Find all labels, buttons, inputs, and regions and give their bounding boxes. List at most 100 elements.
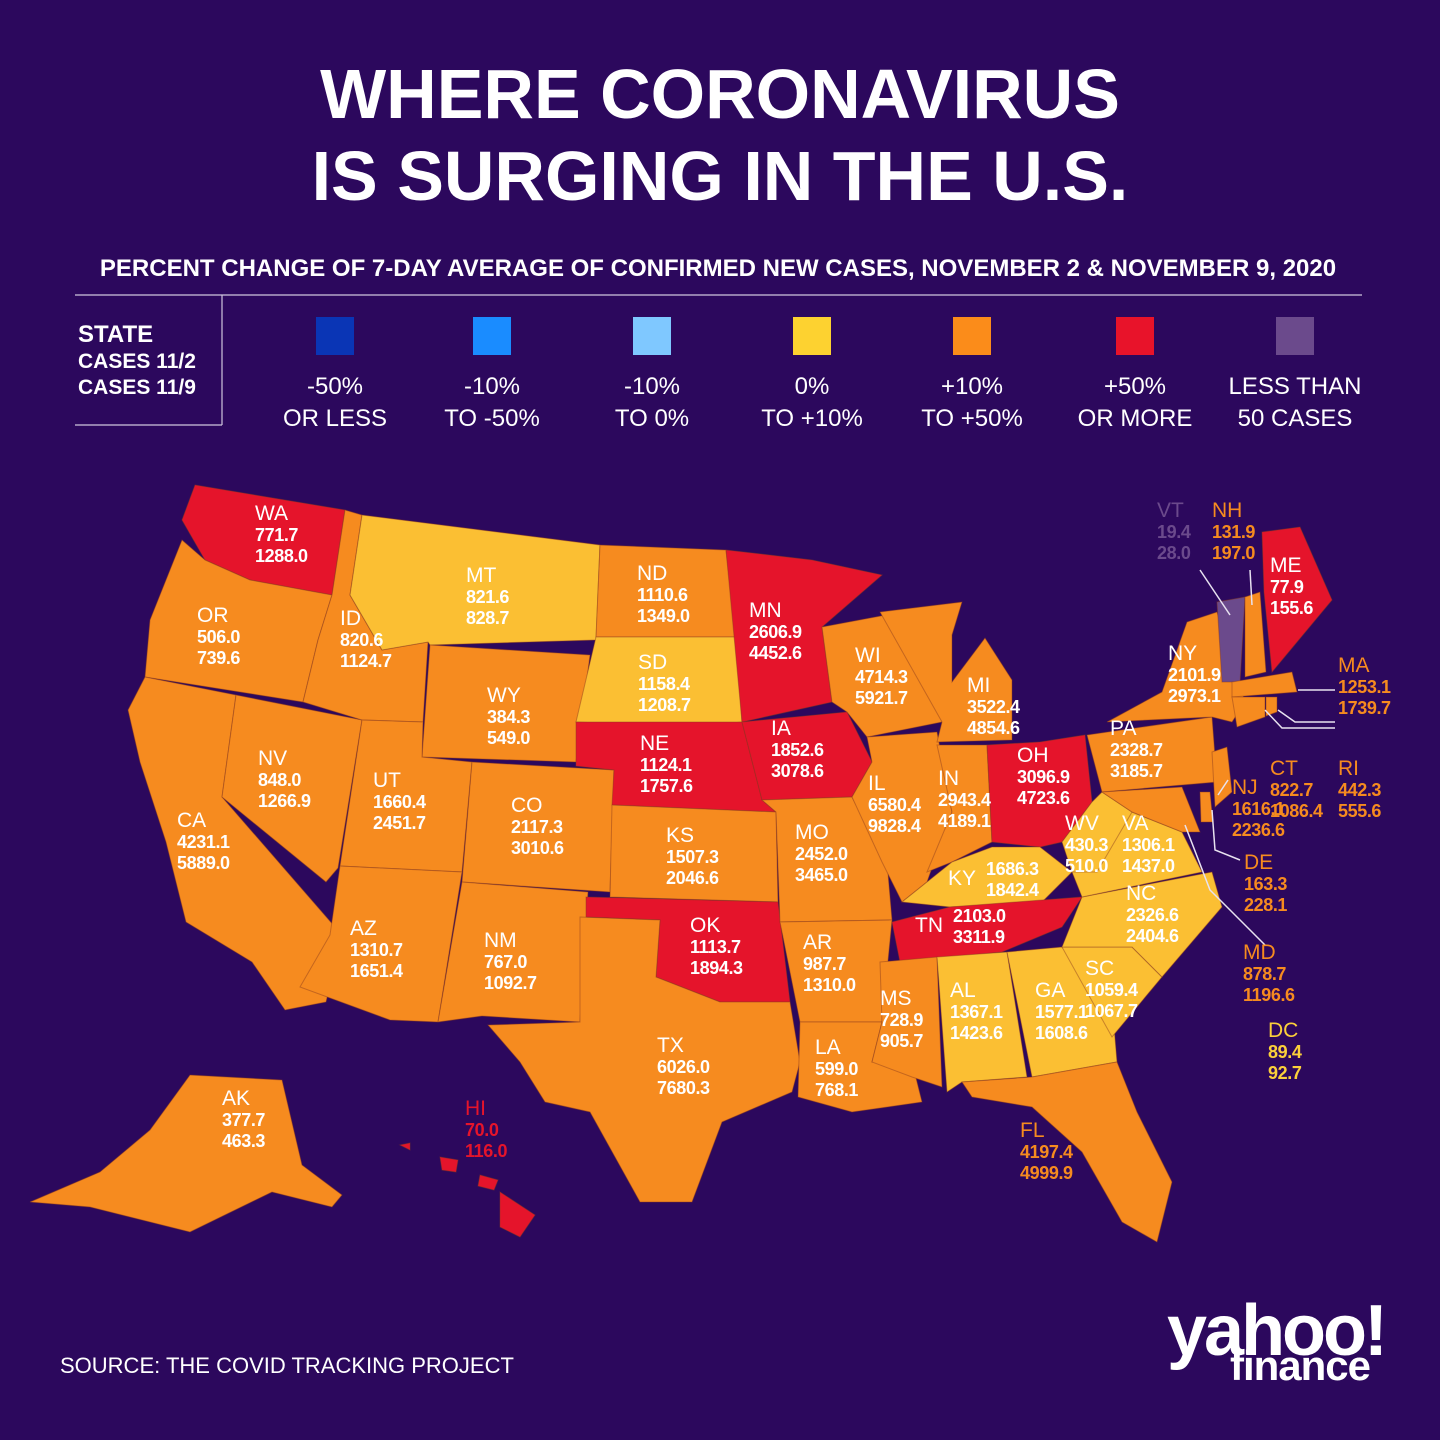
legend-label: -50% [307, 373, 363, 400]
state-abbr: MS [880, 987, 912, 1010]
cases-nov-2: 1158.4 [638, 674, 690, 694]
cases-nov-2: 2943.4 [938, 790, 991, 810]
state-abbr: KY [948, 867, 976, 890]
legend-key: CASES 11/2 [78, 350, 196, 373]
cases-nov-9: 155.6 [1270, 598, 1313, 618]
cases-nov-9: 1067.7 [1085, 1001, 1138, 1021]
state-abbr: NC [1126, 882, 1156, 905]
state-abbr: KS [666, 824, 694, 847]
leader-line [1249, 569, 1253, 606]
cases-nov-9: 555.6 [1338, 801, 1381, 821]
cases-nov-9: 3185.7 [1110, 761, 1163, 781]
cases-nov-2: 4231.1 [177, 832, 230, 852]
cases-nov-9: 228.1 [1244, 895, 1287, 915]
cases-nov-2: 771.7 [255, 525, 298, 545]
cases-nov-9: 1208.7 [638, 695, 691, 715]
cases-nov-9: 5889.0 [177, 853, 230, 873]
cases-nov-9: 1196.6 [1243, 985, 1295, 1005]
legend-swatch [633, 317, 671, 355]
leader-line [1184, 824, 1266, 946]
cases-nov-9: 197.0 [1212, 543, 1255, 563]
cases-nov-9: 1423.6 [950, 1023, 1003, 1043]
cases-nov-9: 4999.9 [1020, 1163, 1073, 1183]
state-abbr: FL [1020, 1119, 1045, 1142]
state-abbr: NM [484, 929, 517, 952]
cases-nov-2: 728.9 [880, 1010, 923, 1030]
cases-nov-9: 1608.6 [1035, 1023, 1088, 1043]
cases-nov-9: 3078.6 [771, 761, 824, 781]
state-abbr: OK [690, 914, 720, 937]
cases-nov-2: 848.0 [258, 770, 301, 790]
cases-nov-2: 3096.9 [1017, 767, 1070, 787]
cases-nov-9: 9828.4 [868, 816, 921, 836]
leader-lines [1184, 569, 1335, 946]
state-shape [486, 916, 801, 1203]
state-shape [439, 1156, 459, 1173]
cases-nov-9: 1739.7 [1338, 698, 1391, 718]
state-abbr: AR [803, 931, 832, 954]
state-shape [1231, 671, 1298, 698]
cases-nov-9: 463.3 [222, 1131, 265, 1151]
cases-nov-9: 768.1 [815, 1080, 858, 1100]
state-abbr: WV [1065, 812, 1099, 835]
legend-swatch [793, 317, 831, 355]
state-abbr: IA [771, 717, 791, 740]
leader-line [1211, 809, 1241, 861]
cases-nov-9: 549.0 [487, 728, 530, 748]
state-abbr: AL [950, 979, 976, 1002]
cases-nov-2: 1852.6 [771, 740, 824, 760]
legend-label: TO +10% [761, 405, 863, 432]
legend-swatch [316, 317, 354, 355]
cases-nov-2: 89.4 [1268, 1042, 1302, 1062]
cases-nov-2: 6580.4 [868, 795, 921, 815]
state-abbr: VA [1122, 812, 1148, 835]
state-shape [299, 865, 463, 1023]
cases-nov-9: 828.7 [466, 608, 509, 628]
state-shape [461, 761, 615, 893]
cases-nov-2: 4714.3 [855, 667, 908, 687]
state-abbr: AZ [350, 917, 377, 940]
cases-nov-9: 4189.1 [938, 811, 991, 831]
cases-nov-2: 1124.1 [640, 755, 692, 775]
state-abbr: RI [1338, 757, 1359, 780]
state-abbr: VT [1157, 499, 1184, 522]
cases-nov-9: 4723.6 [1017, 788, 1070, 808]
cases-nov-2: 1253.1 [1338, 677, 1391, 697]
state-abbr: MO [795, 821, 829, 844]
legend-key: CASES 11/9 [78, 376, 196, 399]
state-shape [797, 1021, 923, 1113]
state-abbr: CA [177, 809, 206, 832]
state-abbr: NJ [1232, 776, 1258, 799]
state-shape [1216, 596, 1246, 683]
cases-nov-2: 77.9 [1270, 577, 1304, 597]
state-abbr: HI [465, 1097, 486, 1120]
leader-line [1264, 709, 1335, 729]
cases-nov-2: 2101.9 [1168, 665, 1221, 685]
cases-nov-9: 5921.7 [855, 688, 908, 708]
state-abbr: DE [1244, 851, 1273, 874]
leader-line [1217, 779, 1229, 796]
cases-nov-9: 739.6 [197, 648, 240, 668]
legend-key: STATE [78, 321, 153, 348]
legend-label: 0% [795, 373, 830, 400]
cases-nov-2: 70.0 [465, 1120, 499, 1140]
state-abbr: PA [1110, 717, 1136, 740]
state-shape [437, 881, 589, 1023]
state-abbr: TN [915, 914, 943, 937]
cases-nov-9: 1437.0 [1122, 856, 1175, 876]
cases-nov-2: 2452.0 [795, 844, 848, 864]
cases-nov-9: 1651.4 [350, 961, 403, 981]
state-abbr: IL [868, 772, 886, 795]
cases-nov-9: 2046.6 [666, 868, 719, 888]
state-abbr: AK [222, 1087, 250, 1110]
legend-label: -10% [624, 373, 680, 400]
legend: -50% OR LESS -10% TO -50% -10% TO 0% 0% TO +10%… [283, 317, 1361, 432]
cases-nov-9: 4854.6 [967, 718, 1020, 738]
cases-nov-2: 4197.4 [1020, 1142, 1073, 1162]
cases-nov-9: 1842.4 [986, 880, 1039, 900]
title: IS SURGING IN THE U.S. [312, 137, 1129, 215]
state-abbr: MI [967, 674, 990, 697]
state-abbr: MA [1338, 654, 1370, 677]
state-abbr: WI [855, 644, 881, 667]
